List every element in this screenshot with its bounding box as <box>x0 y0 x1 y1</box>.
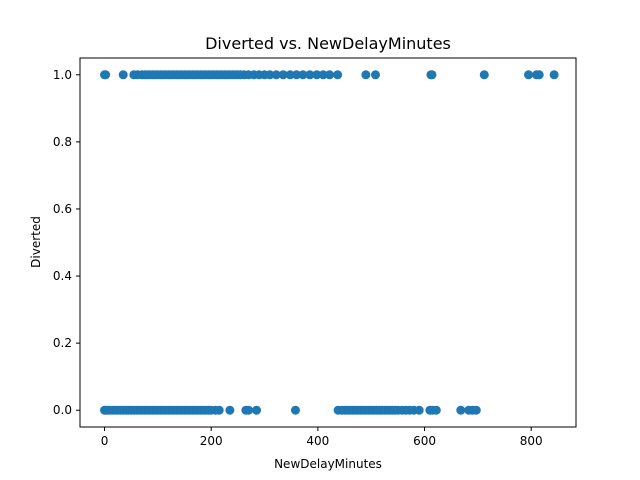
y-tick-label: 1.0 <box>53 68 72 82</box>
scatter-point <box>524 70 534 80</box>
scatter-point <box>318 70 328 80</box>
y-tick-label: 0.6 <box>53 202 72 216</box>
scatter-points <box>100 70 559 415</box>
y-axis-label: Diverted <box>29 216 43 268</box>
plot-frame <box>79 57 577 428</box>
scatter-point <box>333 70 343 80</box>
scatter-point <box>414 405 424 415</box>
x-tick-label: 200 <box>200 434 223 448</box>
scatter-point <box>534 70 544 80</box>
scatter-point <box>549 70 559 80</box>
x-tick-label: 600 <box>413 434 436 448</box>
scatter-point <box>305 70 315 80</box>
scatter-point <box>244 405 254 415</box>
scatter-point <box>101 70 111 80</box>
scatter-point <box>431 405 441 415</box>
scatter-point <box>361 70 371 80</box>
scatter-point <box>290 405 300 415</box>
y-tick-label: 0.0 <box>53 403 72 417</box>
y-axis-ticks: 0.0 0.2 0.4 0.6 0.8 1.0 <box>53 68 80 417</box>
scatter-point <box>278 70 288 80</box>
scatter-point <box>325 70 335 80</box>
x-axis-ticks: 0 200 400 600 800 <box>101 427 543 448</box>
y-tick-label: 0.4 <box>53 269 72 283</box>
scatter-point <box>370 70 380 80</box>
y-tick-label: 0.2 <box>53 336 72 350</box>
scatter-point <box>225 405 235 415</box>
x-tick-label: 400 <box>306 434 329 448</box>
y-tick-label: 0.8 <box>53 135 72 149</box>
scatter-point <box>285 70 295 80</box>
scatter-point <box>252 405 262 415</box>
scatter-point <box>471 405 481 415</box>
x-axis-label: NewDelayMinutes <box>274 457 382 471</box>
scatter-point <box>265 70 275 80</box>
scatter-point <box>271 70 281 80</box>
x-tick-label: 0 <box>101 434 109 448</box>
scatter-point <box>479 70 489 80</box>
scatter-point <box>456 405 466 415</box>
scatter-point <box>427 70 437 80</box>
scatter-point <box>298 70 308 80</box>
scatter-point <box>118 70 128 80</box>
scatter-point <box>312 70 322 80</box>
scatter-point <box>214 405 224 415</box>
chart-title: Diverted vs. NewDelayMinutes <box>205 34 451 53</box>
scatter-point <box>292 70 302 80</box>
x-tick-label: 800 <box>520 434 543 448</box>
